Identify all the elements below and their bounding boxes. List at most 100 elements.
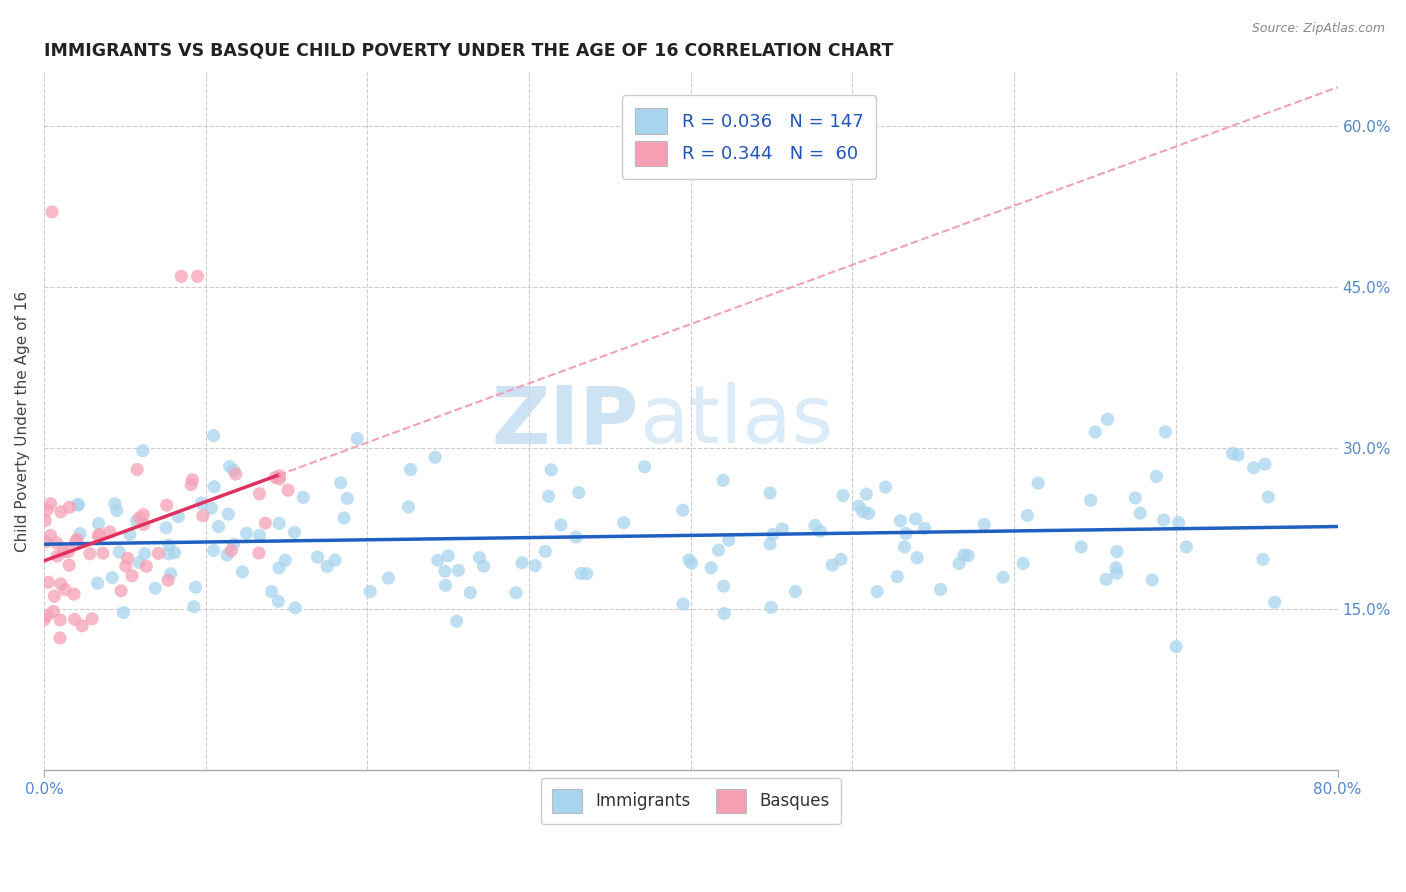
- Point: [115, 559, 138, 574]
- Point: [108, 545, 131, 559]
- Point: [157, 547, 180, 561]
- Point: [316, 559, 339, 574]
- Point: [810, 524, 832, 538]
- Point: [956, 549, 979, 563]
- Point: [186, 269, 208, 284]
- Point: [183, 599, 205, 614]
- Point: [446, 614, 468, 628]
- Point: [41, 205, 63, 219]
- Point: [1012, 557, 1035, 571]
- Point: [423, 450, 446, 465]
- Point: [157, 574, 180, 588]
- Point: [886, 569, 908, 583]
- Point: [125, 514, 148, 528]
- Point: [66, 498, 89, 512]
- Point: [524, 558, 547, 573]
- Point: [1254, 457, 1277, 471]
- Point: [190, 496, 212, 510]
- Point: [875, 480, 897, 494]
- Point: [678, 553, 700, 567]
- Point: [104, 497, 127, 511]
- Point: [894, 526, 917, 541]
- Point: [510, 556, 533, 570]
- Point: [633, 459, 655, 474]
- Point: [681, 556, 703, 570]
- Point: [267, 516, 290, 531]
- Point: [34, 514, 56, 528]
- Point: [249, 528, 271, 542]
- Point: [202, 543, 225, 558]
- Point: [1026, 476, 1049, 491]
- Point: [35, 534, 58, 549]
- Point: [170, 269, 193, 284]
- Point: [1097, 412, 1119, 426]
- Point: [67, 498, 90, 512]
- Point: [135, 559, 157, 574]
- Point: [163, 546, 186, 560]
- Point: [127, 462, 149, 476]
- Point: [700, 560, 723, 574]
- Point: [534, 544, 557, 558]
- Point: [672, 597, 695, 611]
- Point: [222, 463, 245, 477]
- Point: [717, 533, 740, 548]
- Point: [426, 553, 449, 567]
- Point: [148, 546, 170, 560]
- Point: [184, 580, 207, 594]
- Point: [134, 546, 156, 560]
- Point: [267, 594, 290, 608]
- Point: [568, 485, 591, 500]
- Point: [346, 432, 368, 446]
- Text: atlas: atlas: [638, 382, 834, 460]
- Point: [991, 570, 1014, 584]
- Point: [323, 553, 346, 567]
- Point: [468, 550, 491, 565]
- Point: [80, 612, 103, 626]
- Point: [37, 608, 59, 623]
- Point: [98, 524, 121, 539]
- Point: [575, 566, 598, 581]
- Point: [1080, 493, 1102, 508]
- Point: [46, 549, 69, 563]
- Point: [202, 480, 225, 494]
- Point: [1105, 561, 1128, 575]
- Point: [785, 584, 807, 599]
- Point: [707, 543, 730, 558]
- Point: [893, 540, 915, 554]
- Point: [505, 585, 527, 599]
- Point: [830, 552, 852, 566]
- Point: [1123, 491, 1146, 505]
- Point: [569, 566, 592, 581]
- Point: [218, 459, 240, 474]
- Point: [39, 497, 62, 511]
- Text: Source: ZipAtlas.com: Source: ZipAtlas.com: [1251, 22, 1385, 36]
- Point: [973, 517, 995, 532]
- Point: [231, 565, 253, 579]
- Point: [1105, 544, 1128, 558]
- Point: [852, 504, 875, 518]
- Point: [207, 519, 229, 533]
- Point: [398, 500, 420, 514]
- Point: [713, 607, 735, 621]
- Point: [101, 571, 124, 585]
- Point: [333, 511, 356, 525]
- Point: [1175, 540, 1198, 554]
- Point: [759, 600, 782, 615]
- Point: [219, 543, 242, 558]
- Point: [540, 463, 562, 477]
- Point: [550, 518, 572, 533]
- Point: [848, 499, 870, 513]
- Point: [58, 500, 80, 515]
- Point: [283, 525, 305, 540]
- Point: [1105, 566, 1128, 580]
- Point: [42, 604, 65, 618]
- Point: [770, 522, 793, 536]
- Point: [1129, 506, 1152, 520]
- Point: [269, 472, 291, 486]
- Point: [1227, 448, 1250, 462]
- Point: [277, 483, 299, 497]
- Point: [929, 582, 952, 597]
- Point: [1243, 460, 1265, 475]
- Point: [86, 576, 108, 591]
- Point: [307, 550, 329, 565]
